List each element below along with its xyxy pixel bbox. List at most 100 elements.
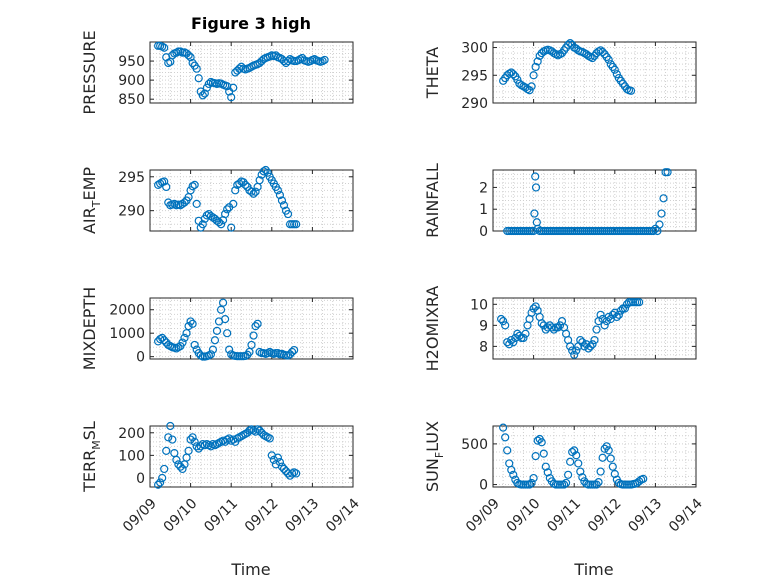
x-tick-label: 09/12 [585,496,625,536]
data-point [227,223,236,232]
data-point [273,186,282,195]
y-axis-label: MIXDEPTH [80,287,99,370]
axes-box [492,41,697,104]
data-point [533,57,542,66]
axes-box [149,41,354,104]
data-point [158,473,167,483]
data-point [186,53,195,62]
data-point [515,79,524,88]
data-point [283,469,293,478]
data-point [186,435,195,444]
data-point [610,65,619,74]
data-point [588,53,597,63]
data-point [649,226,658,236]
data-point [596,467,605,476]
y-tick-label: 0 [479,478,488,494]
subplot-pressure: 850 900 950 PRESSURE [80,30,354,115]
y-axis-label: PRESSURE [80,30,99,114]
data-point [180,198,189,207]
data-point [527,478,536,488]
data-point [218,298,228,307]
data-point [582,50,591,59]
data-point [225,345,234,354]
data-point [200,89,209,98]
y-axis-label: SUNFLUX [423,421,446,492]
data-point [320,55,329,65]
data-point [600,444,609,453]
data-point [604,312,613,322]
data-point [529,71,538,80]
data-point [241,180,250,190]
y-tick-label: 200 [118,426,145,442]
y-tick-label: 100 [118,448,145,464]
data-point [263,168,272,177]
data-point [214,218,224,227]
data-point [158,333,167,342]
y-tick-label: 2000 [109,303,145,319]
data-point [525,480,534,489]
data-point [273,453,282,462]
data-point [292,220,301,229]
data-point [249,189,258,198]
data-point [172,455,181,464]
data-point [194,444,203,453]
data-point [277,462,287,471]
data-point [184,322,193,331]
y-tick-label: 0 [136,350,145,366]
data-point [659,194,668,203]
y-axis-label: AIRTEMP [80,167,103,234]
x-tick-label: 09/09 [120,496,160,536]
data-point [154,480,163,489]
subplot-mixdepth: 0 1000 2000 MIXDEPTH [80,287,354,370]
y-tick-label: 10 [470,297,488,313]
data-point [584,344,593,353]
y-axis-label: THETA [423,47,442,99]
x-tick-label: 09/11 [201,496,241,536]
data-point [541,462,550,471]
data-point [170,199,179,208]
data-point [275,458,285,467]
data-point [227,93,236,102]
data-point [279,464,289,474]
y-axis-label: H2OMIXRA [423,286,442,372]
x-tick-label: 09/13 [282,496,322,536]
data-point [509,338,518,347]
y-tick-label: 9 [479,318,488,334]
data-point [212,326,222,335]
data-point [651,224,660,233]
data-point [521,329,530,338]
y-axis-label: TERRMSL [80,421,103,493]
data-point [539,449,548,458]
data-point [553,323,563,332]
data-point [206,211,215,221]
data-point [251,427,260,436]
data-point [590,335,599,345]
data-point [503,71,512,80]
y-tick-label: 950 [118,54,145,70]
data-point [288,347,297,357]
data-point [184,51,193,60]
data-point [221,209,230,219]
data-point [210,336,220,345]
subplot-terr_msl: 0 100 200 09/09 09/10 09/11 09/12 09/13 09/14 TER… [80,421,363,535]
data-point [604,55,613,64]
y-axis-label: RAINFALL [423,163,442,238]
data-point [586,342,595,351]
x-tick-label: 09/12 [242,496,282,536]
data-point [614,310,623,319]
data-point [285,350,295,359]
data-point [208,345,218,354]
data-point [255,426,264,435]
x-tick-label: 09/14 [323,496,363,536]
data-point [608,310,617,319]
figure-title: Figure 3 high [191,14,311,33]
data-point [190,180,199,190]
data-point [164,433,173,442]
subplot-air_temp: 290 295 AIRTEMP [80,165,354,234]
data-point [292,469,301,478]
data-point [247,187,256,196]
data-point [602,317,611,326]
data-point [570,446,579,455]
data-point [531,451,540,461]
data-point [513,329,522,338]
